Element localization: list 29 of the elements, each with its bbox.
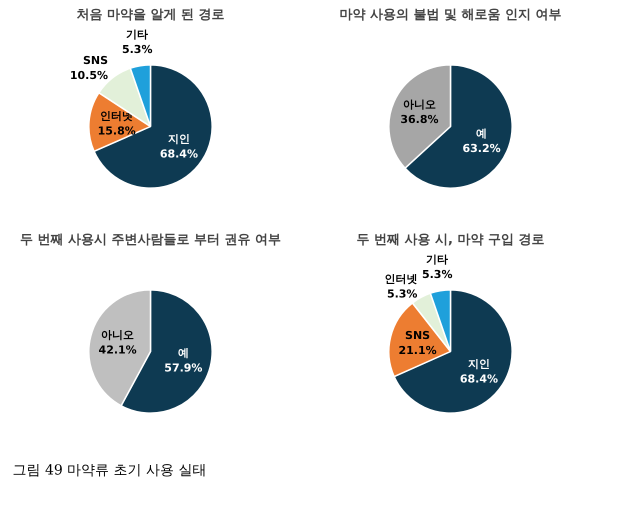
data-label: 15.8% (98, 124, 136, 138)
slice-label: 아니오 (101, 328, 134, 342)
slice-label: SNS (82, 54, 108, 68)
chart-title: 처음 마약을 알게 된 경로 (76, 8, 225, 22)
slice-label: 인터넷 (384, 272, 418, 286)
data-label: 68.4% (460, 372, 498, 386)
data-label: 5.3% (422, 268, 452, 281)
data-label: 57.9% (164, 361, 202, 374)
slice-label: 기타 (126, 28, 148, 41)
slice-label: 인터넷 (100, 110, 134, 123)
caption: 그림 49 마약류 초기 사용 실태 (12, 462, 207, 478)
data-label: 68.4% (160, 147, 198, 160)
data-label: 42.1% (98, 344, 137, 357)
data-label: 5.3% (386, 288, 418, 301)
chart-title: 마약 사용의 불법 및 해로움 인지 여부 (339, 8, 562, 22)
slice-label: 지인 (466, 357, 490, 370)
chart-title: 두 번째 사용 시, 마약 구입 경로 (356, 232, 545, 248)
slice-label: 예 (178, 346, 189, 360)
data-label: 36.8% (400, 112, 439, 126)
slice-label: 기타 (426, 252, 448, 266)
slice-label: SNS (405, 328, 430, 342)
slice-label: 예 (476, 127, 488, 140)
slice-label: 아니오 (402, 98, 436, 111)
data-label: 10.5% (70, 69, 108, 82)
slice-label: 지인 (166, 132, 190, 146)
data-label: 21.1% (398, 344, 437, 357)
data-label: 63.2% (462, 142, 501, 156)
data-label: 5.3% (122, 42, 152, 56)
chart-title: 두 번째 사용시 주변사람들로 부터 권유 여부 (20, 232, 282, 248)
